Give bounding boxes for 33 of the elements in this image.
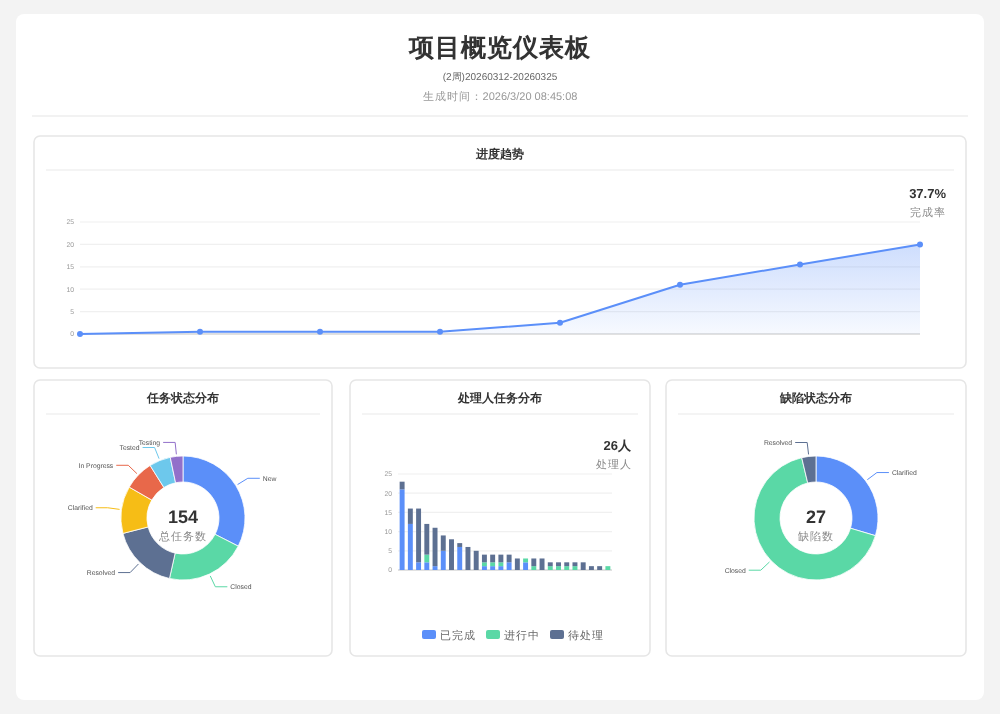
bar bbox=[457, 546, 463, 570]
bar bbox=[506, 554, 512, 563]
bar bbox=[506, 562, 512, 570]
text: 项目概览仪表板 bbox=[407, 34, 593, 62]
point bbox=[557, 319, 563, 326]
bar bbox=[416, 508, 422, 563]
bar bbox=[531, 558, 537, 567]
bar bbox=[424, 554, 430, 563]
point bbox=[917, 241, 923, 248]
text: 27 bbox=[805, 507, 827, 527]
bar bbox=[424, 562, 430, 570]
bar bbox=[498, 554, 504, 563]
bar bbox=[399, 489, 405, 570]
bar bbox=[523, 562, 529, 570]
bar bbox=[440, 550, 446, 570]
point bbox=[797, 261, 803, 268]
bar bbox=[490, 554, 496, 563]
point bbox=[437, 328, 443, 335]
bar bbox=[580, 562, 586, 570]
text: 154 bbox=[167, 507, 199, 527]
point bbox=[677, 281, 683, 288]
point bbox=[77, 331, 83, 337]
donut-slice bbox=[753, 457, 876, 581]
bar bbox=[432, 527, 438, 567]
point bbox=[317, 328, 323, 335]
bar bbox=[449, 539, 454, 570]
bar bbox=[539, 558, 545, 570]
bar bbox=[514, 558, 520, 570]
point bbox=[197, 328, 203, 335]
bar bbox=[399, 481, 405, 490]
bar bbox=[473, 550, 479, 570]
bar bbox=[481, 554, 487, 563]
bar bbox=[465, 546, 471, 570]
